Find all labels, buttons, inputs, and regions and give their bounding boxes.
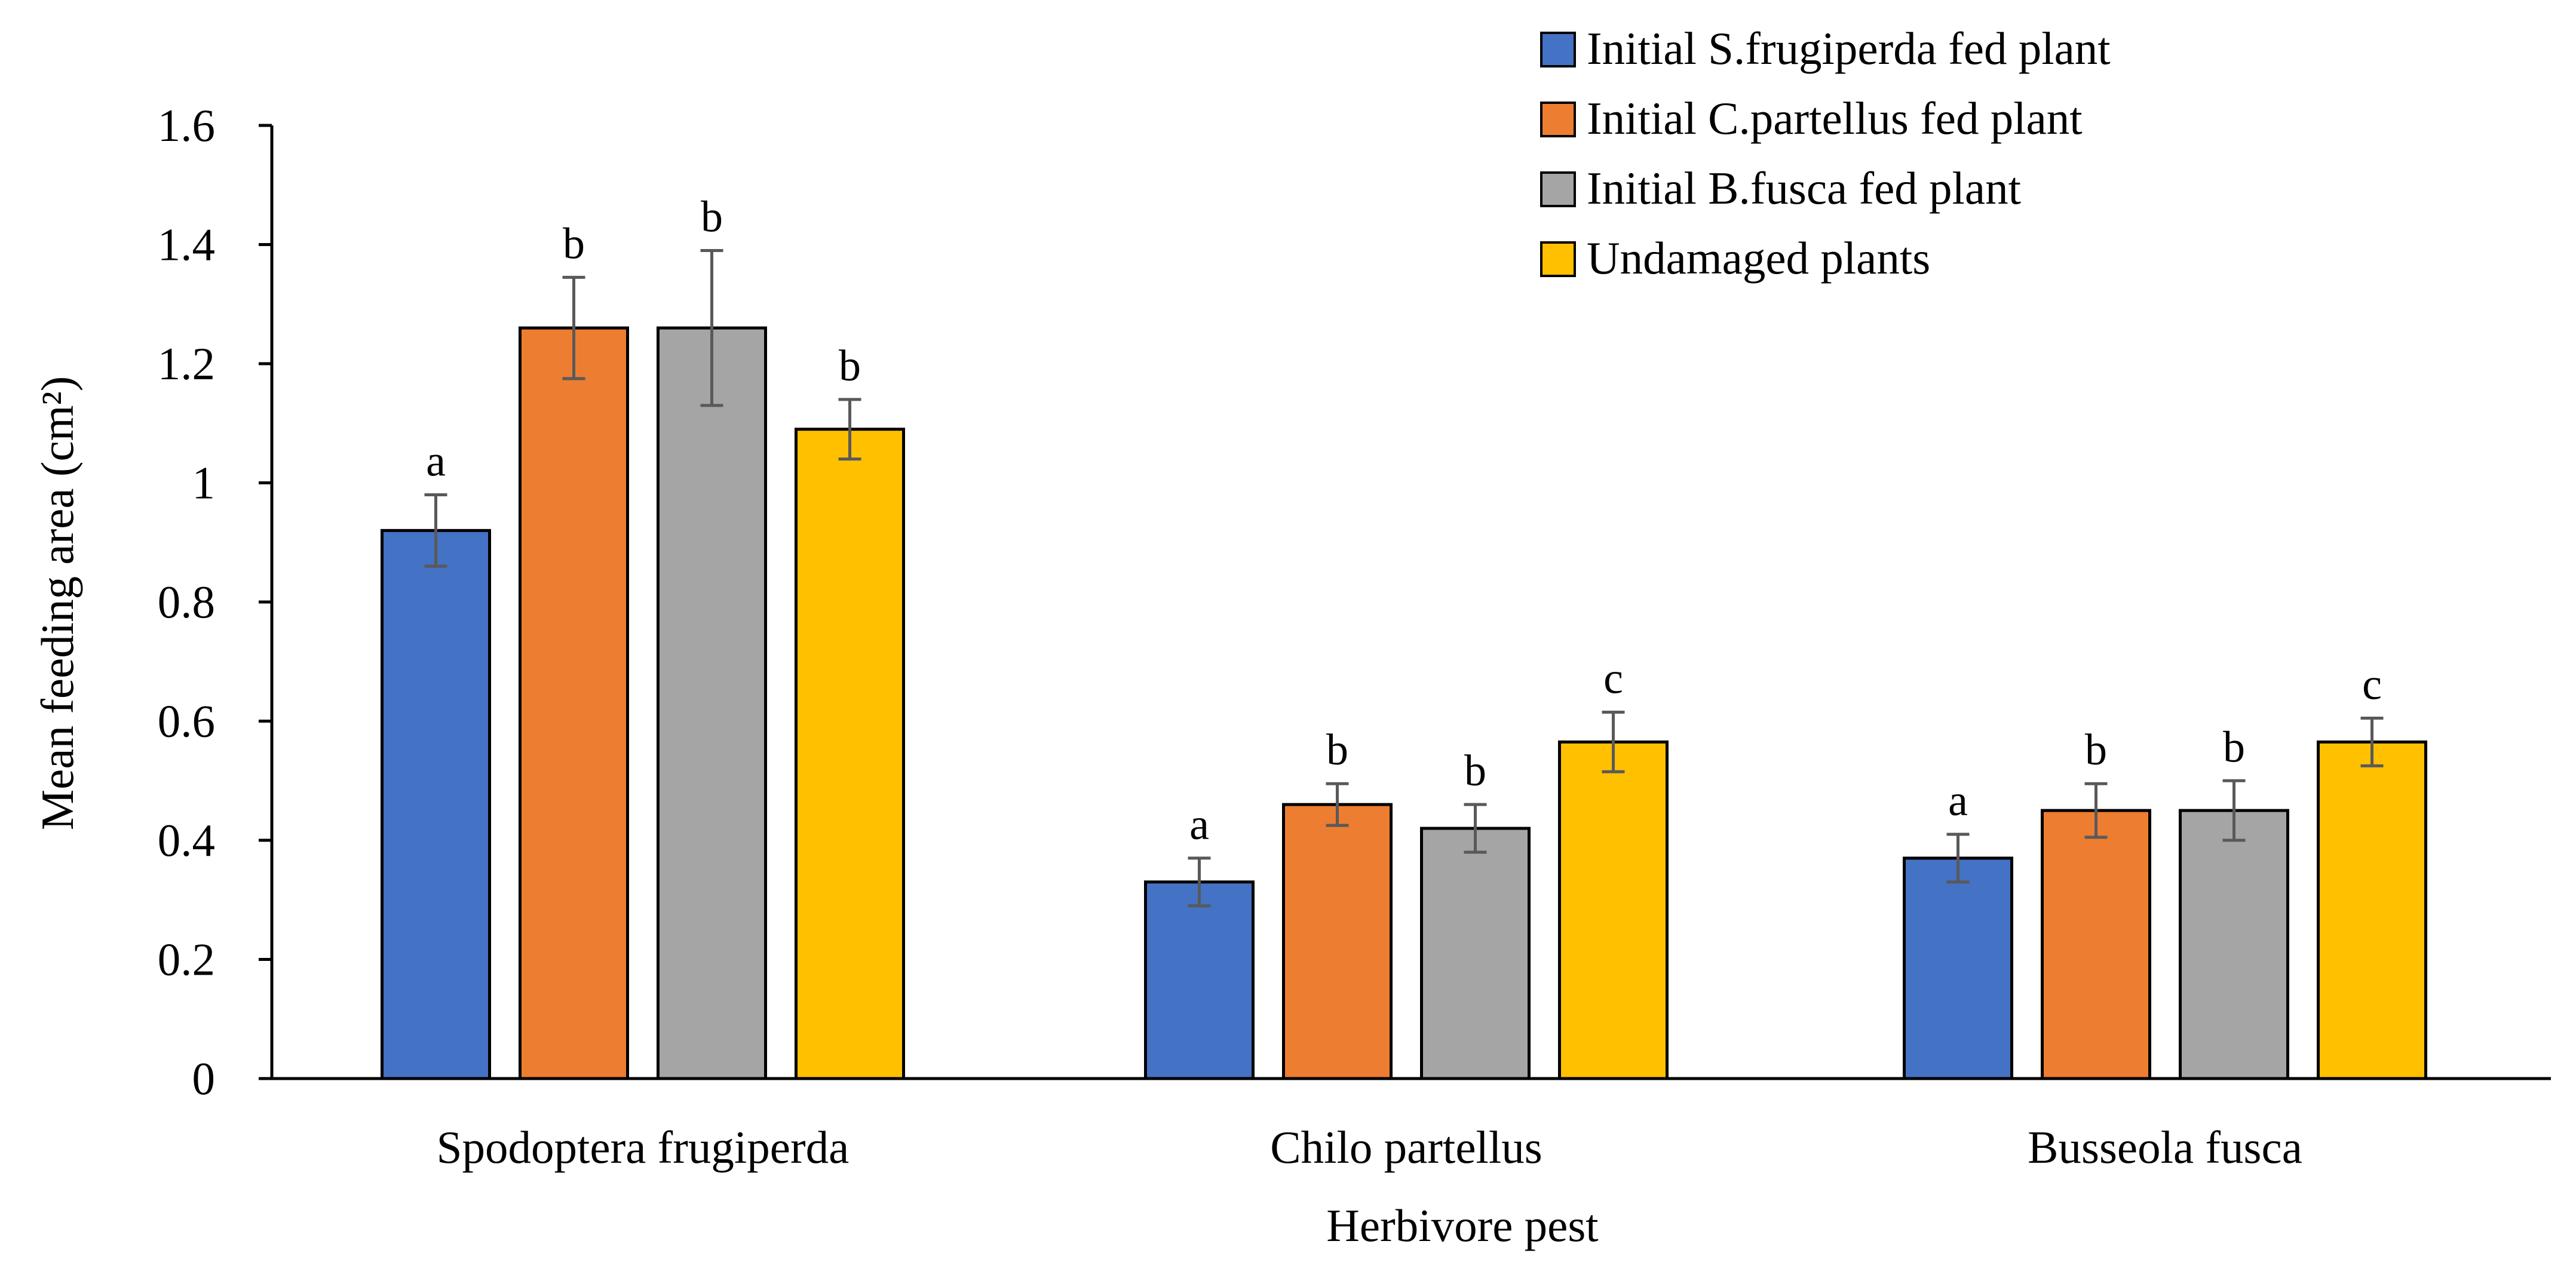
legend-swatch-4 bbox=[1540, 241, 1576, 277]
significance-letter-3-3: b bbox=[2223, 723, 2245, 772]
significance-letter-4-3: c bbox=[2362, 661, 2382, 709]
legend-label-1: Initial S.frugiperda fed plant bbox=[1587, 23, 2111, 74]
bar-2-3 bbox=[2041, 809, 2151, 1080]
bar-1-2 bbox=[1144, 880, 1255, 1080]
y-tick-label-7: 1.2 bbox=[158, 338, 215, 389]
y-axis-ticks: 0 0.2 0.4 0.6 0.8 1 1.2 1.4 1.6 bbox=[158, 100, 272, 1104]
significance-letter-2-3: b bbox=[2085, 726, 2107, 775]
y-tick-label-5: 0.8 bbox=[158, 576, 215, 628]
bar-1-1 bbox=[381, 529, 491, 1080]
bar-2-2 bbox=[1282, 803, 1393, 1080]
legend: Initial S.frugiperda fed plant Initial C.… bbox=[1540, 23, 2111, 284]
y-axis-title: Mean feeding area (cm²) bbox=[32, 376, 83, 831]
bar-3-3 bbox=[2179, 809, 2289, 1080]
y-tick-label-6: 1 bbox=[192, 457, 216, 509]
significance-letter-2-2: b bbox=[1326, 726, 1348, 775]
significance-letter-1-3: a bbox=[1948, 776, 1968, 825]
error-bars-layer bbox=[424, 248, 2384, 908]
significance-letter-4-2: c bbox=[1603, 655, 1623, 704]
bar-4-3 bbox=[2317, 740, 2427, 1080]
bar-2-1 bbox=[519, 326, 629, 1080]
category-label-1: Spodoptera frugiperda bbox=[437, 1122, 850, 1173]
legend-label-3: Initial B.fusca fed plant bbox=[1587, 162, 2021, 214]
x-axis-categories: Spodoptera frugiperda Chilo partellus Buss… bbox=[437, 1122, 2302, 1173]
bar-3-2 bbox=[1420, 827, 1531, 1080]
y-tick-label-9: 1.6 bbox=[158, 100, 215, 151]
significance-letter-1-1: a bbox=[426, 437, 446, 486]
legend-label-4: Undamaged plants bbox=[1587, 232, 1930, 284]
plot-area: a b b b a b b c a b b c 0 0.2 0.4 0.6 0.8 1 1.2 1.4 1.6 Spo… bbox=[158, 100, 2551, 1173]
bar-1-3 bbox=[1903, 856, 2013, 1080]
bar-4-2 bbox=[1558, 740, 1669, 1080]
y-tick-label-4: 0.6 bbox=[158, 696, 215, 747]
significance-letter-3-2: b bbox=[1464, 747, 1486, 795]
legend-swatch-2 bbox=[1540, 102, 1576, 137]
category-label-3: Busseola fusca bbox=[2028, 1122, 2302, 1173]
significance-letter-3-1: b bbox=[701, 192, 723, 241]
significance-letter-2-1: b bbox=[563, 219, 585, 268]
significance-letter-1-2: a bbox=[1189, 800, 1209, 849]
significance-letters-layer: a b b b a b b c a b b c bbox=[426, 192, 2382, 849]
y-tick-label-2: 0.2 bbox=[158, 934, 215, 985]
y-tick-label-1: 0 bbox=[192, 1053, 216, 1104]
category-label-2: Chilo partellus bbox=[1270, 1122, 1542, 1173]
legend-swatch-1 bbox=[1540, 32, 1576, 67]
x-axis-title: Herbivore pest bbox=[1326, 1200, 1598, 1251]
y-tick-label-8: 1.4 bbox=[158, 219, 215, 271]
bar-4-1 bbox=[795, 428, 905, 1080]
bar-3-1 bbox=[657, 326, 767, 1080]
bars-layer bbox=[381, 326, 2427, 1080]
significance-letter-4-1: b bbox=[839, 342, 861, 391]
y-tick-label-3: 0.4 bbox=[158, 815, 215, 866]
legend-label-2: Initial C.partellus fed plant bbox=[1587, 93, 2083, 144]
legend-swatch-3 bbox=[1540, 171, 1576, 207]
